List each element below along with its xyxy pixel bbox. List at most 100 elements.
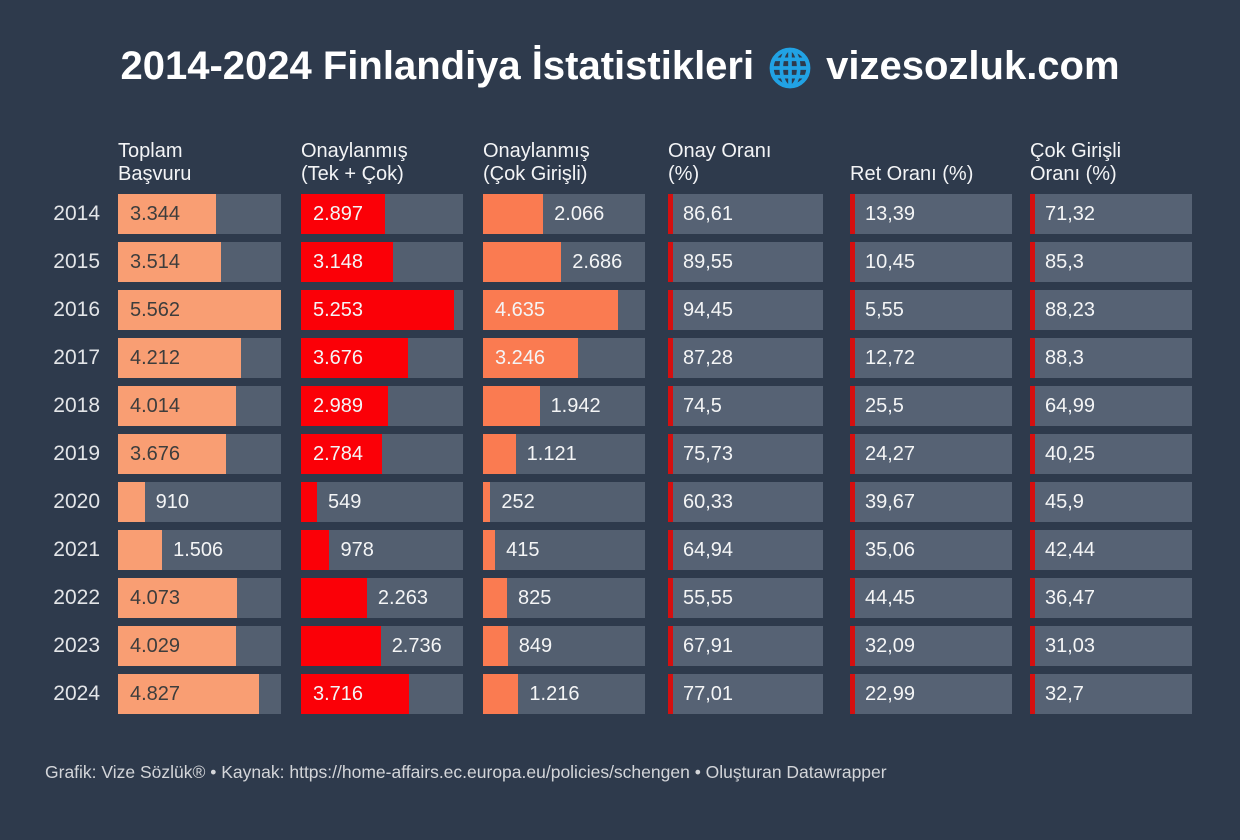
row-year-label: 2014 <box>53 202 100 225</box>
onay-orani-value-label: 74,5 <box>683 395 722 417</box>
statistics-table: Toplam Başvuru Onaylanmış (Tek + Çok) Onayla… <box>45 134 1195 722</box>
onaylanmis-tek-cok-value-label: 2.989 <box>313 395 364 417</box>
ret-orani-value-label: 39,67 <box>865 491 916 513</box>
red-accent-bar <box>1030 482 1035 522</box>
column-header-line: (%) <box>668 163 700 185</box>
ret-orani-value-label: 12,72 <box>865 347 916 369</box>
onaylanmis-tek-cok-bar <box>301 674 410 714</box>
toplam-basvuru-bar <box>118 242 221 282</box>
column-header-toplam-basvuru: Toplam Başvuru <box>118 140 281 186</box>
red-accent-bar <box>850 386 855 426</box>
column-header-cok-girisli-orani: Çok Girişli Oranı (%) <box>1030 140 1192 186</box>
onaylanmis-tek-cok-bar-cell: 978 <box>301 530 463 570</box>
onaylanmis-cok-girisli-value-label: 2.686 <box>572 251 623 273</box>
cok-girisli-orani-value-label: 71,32 <box>1045 203 1096 225</box>
red-accent-bar <box>1030 194 1035 234</box>
red-accent-bar <box>668 530 673 570</box>
toplam-basvuru-value-label: 4.029 <box>130 635 181 657</box>
red-accent-bar <box>1030 434 1035 474</box>
toplam-basvuru-bar <box>118 674 260 714</box>
onaylanmis-tek-cok-value-label: 3.676 <box>313 347 364 369</box>
onaylanmis-cok-girisli-value-label: 1.216 <box>529 683 580 705</box>
onaylanmis-cok-girisli-bar <box>483 626 508 666</box>
onaylanmis-cok-girisli-bar-cell: 2.686 <box>483 242 645 282</box>
toplam-basvuru-bar <box>118 386 236 426</box>
onaylanmis-cok-girisli-bar-cell: 252 <box>483 482 645 522</box>
toplam-basvuru-bar <box>118 626 237 666</box>
toplam-basvuru-value-label: 4.212 <box>130 347 181 369</box>
toplam-basvuru-bar <box>118 530 163 570</box>
toplam-basvuru-value-label: 910 <box>155 491 190 513</box>
onaylanmis-tek-cok-bar <box>301 386 389 426</box>
ret-orani-value-label: 5,55 <box>865 299 904 321</box>
onaylanmis-tek-cok-bar <box>301 338 409 378</box>
onaylanmis-cok-girisli-bar-cell: 415 <box>483 530 645 570</box>
onay-orani-cell: 75,73 <box>668 434 823 474</box>
cok-girisli-orani-cell: 42,44 <box>1030 530 1192 570</box>
onaylanmis-cok-girisli-bar-cell: 3.246 <box>483 338 645 378</box>
onaylanmis-tek-cok-bar-cell: 5.253 <box>301 290 463 330</box>
onaylanmis-cok-girisli-value-label: 3.246 <box>495 347 546 369</box>
onaylanmis-cok-girisli-value-label: 252 <box>501 491 535 513</box>
red-accent-bar <box>850 674 855 714</box>
toplam-basvuru-bar <box>118 482 145 522</box>
red-accent-bar <box>668 626 673 666</box>
row-year-label: 2023 <box>53 634 100 657</box>
onay-orani-value-label: 77,01 <box>683 683 734 705</box>
row-year-label: 2020 <box>53 490 100 513</box>
red-accent-bar <box>668 482 673 522</box>
onaylanmis-cok-girisli-value-label: 1.942 <box>550 395 601 417</box>
onay-orani-cell: 86,61 <box>668 194 823 234</box>
ret-orani-cell: 22,99 <box>850 674 1012 714</box>
cok-girisli-orani-value-label: 36,47 <box>1045 587 1096 609</box>
onay-orani-cell: 87,28 <box>668 338 823 378</box>
red-accent-bar <box>850 290 855 330</box>
onaylanmis-tek-cok-bar-cell: 549 <box>301 482 463 522</box>
table-row: 2016 5.562 5.253 4.635 94,45 5,55 88,23 <box>45 290 1195 330</box>
cok-girisli-orani-cell: 32,7 <box>1030 674 1192 714</box>
column-header-line: Onaylanmış <box>483 140 590 162</box>
title-range-country: 2014-2024 Finlandiya İstatistikleri <box>120 43 755 88</box>
ret-orani-value-label: 25,5 <box>865 395 904 417</box>
onaylanmis-tek-cok-bar <box>301 194 386 234</box>
onay-orani-value-label: 64,94 <box>683 539 734 561</box>
onaylanmis-tek-cok-bar <box>301 578 367 618</box>
attribution-footer: Grafik: Vize Sözlük® • Kaynak: https://h… <box>45 762 887 782</box>
cok-girisli-orani-value-label: 64,99 <box>1045 395 1096 417</box>
onay-orani-value-label: 89,55 <box>683 251 734 273</box>
red-accent-bar <box>1030 626 1035 666</box>
onaylanmis-cok-girisli-bar <box>483 482 491 522</box>
onaylanmis-tek-cok-bar <box>301 530 330 570</box>
column-header-ret-orani: Ret Oranı (%) <box>850 163 1012 186</box>
onay-orani-value-label: 67,91 <box>683 635 734 657</box>
onay-orani-value-label: 87,28 <box>683 347 734 369</box>
cok-girisli-orani-cell: 40,25 <box>1030 434 1192 474</box>
toplam-basvuru-bar <box>118 290 281 330</box>
cok-girisli-orani-value-label: 88,23 <box>1045 299 1096 321</box>
onay-orani-value-label: 94,45 <box>683 299 734 321</box>
onaylanmis-tek-cok-bar <box>301 626 381 666</box>
ret-orani-cell: 13,39 <box>850 194 1012 234</box>
ret-orani-cell: 10,45 <box>850 242 1012 282</box>
red-accent-bar <box>850 578 855 618</box>
red-accent-bar <box>850 338 855 378</box>
red-accent-bar <box>668 338 673 378</box>
onaylanmis-cok-girisli-value-label: 415 <box>506 539 540 561</box>
onaylanmis-tek-cok-bar <box>301 290 454 330</box>
toplam-basvuru-bar-cell: 5.562 <box>118 290 281 330</box>
cok-girisli-orani-cell: 88,3 <box>1030 338 1192 378</box>
onaylanmis-cok-girisli-bar-cell: 825 <box>483 578 645 618</box>
onaylanmis-cok-girisli-value-label: 2.066 <box>554 203 605 225</box>
column-header-line: Toplam <box>118 140 183 162</box>
onaylanmis-tek-cok-bar-cell: 3.716 <box>301 674 463 714</box>
globe-icon <box>769 47 811 89</box>
onay-orani-value-label: 60,33 <box>683 491 734 513</box>
red-accent-bar <box>668 242 673 282</box>
red-accent-bar <box>1030 386 1035 426</box>
onaylanmis-tek-cok-value-label: 978 <box>340 539 374 561</box>
table-header-row: Toplam Başvuru Onaylanmış (Tek + Çok) Onayla… <box>45 134 1195 188</box>
onaylanmis-cok-girisli-bar <box>483 434 516 474</box>
column-header-line: Ret Oranı (%) <box>850 163 974 185</box>
onay-orani-cell: 55,55 <box>668 578 823 618</box>
onaylanmis-tek-cok-bar-cell: 3.676 <box>301 338 463 378</box>
